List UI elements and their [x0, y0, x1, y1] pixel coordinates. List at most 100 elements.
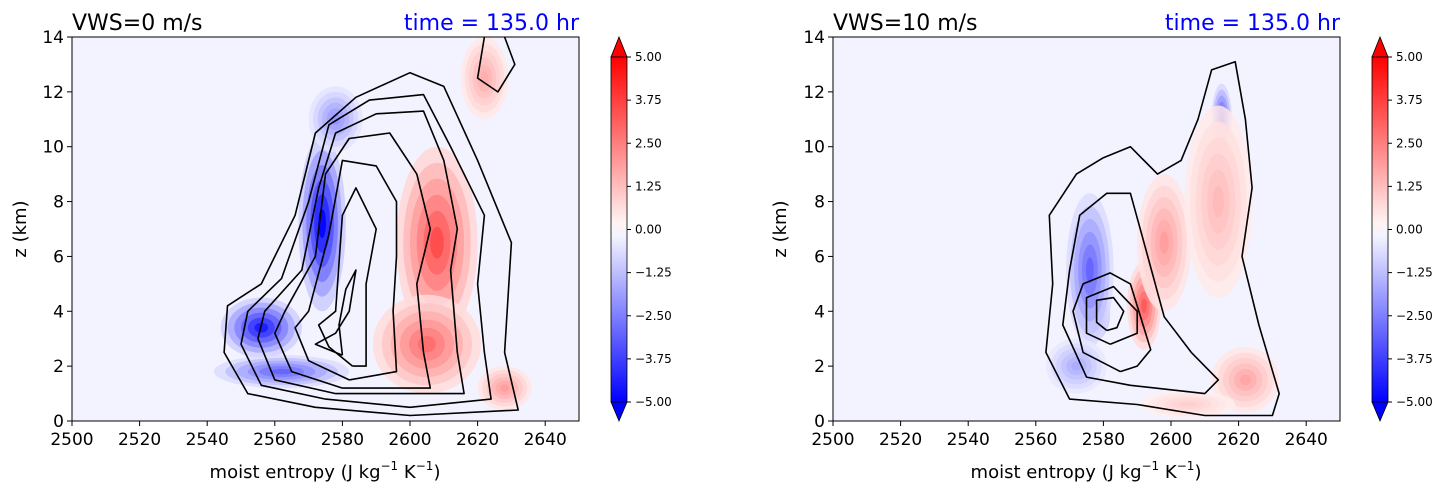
colorbar-extend-top	[610, 35, 628, 58]
x-label-mid: K	[1159, 462, 1178, 483]
colorbar-tick-label: −5.00	[635, 395, 672, 409]
x-tick-label: 2560	[253, 430, 296, 450]
contour-line	[257, 110, 465, 395]
y-tick-label: 4	[53, 302, 64, 322]
contour-line	[314, 269, 357, 356]
colorbar-tick-label: −2.50	[635, 309, 672, 323]
contour-line	[1072, 272, 1152, 373]
colorbar-ticks: 5.00 3.75 2.50 1.25 0.00 −1.25 −2.50 −3.75 −5.00	[627, 50, 672, 409]
plot-area	[72, 36, 579, 421]
contour-line	[274, 132, 432, 389]
y-tick-label: 12	[803, 83, 825, 103]
y-axis: 0 2 4 6 8 10 12 14	[42, 28, 72, 432]
contour-line	[1062, 192, 1220, 395]
x-label-end: )	[433, 462, 440, 483]
x-label-main: moist entropy (J kg	[971, 462, 1142, 483]
positive-anomaly-shading	[1159, 231, 1169, 255]
colorbar-ticks: 5.00 3.75 2.50 1.25 0.00 −1.25 −2.50 −3.75 −5.00	[1388, 50, 1433, 409]
negative-anomaly-shading	[1071, 361, 1082, 371]
x-axis-label: moist entropy (J kg−1 K−1)	[971, 459, 1202, 483]
contour-line	[1085, 285, 1138, 345]
colorbar-tick-label: −2.50	[1396, 309, 1433, 323]
x-tick-label: 2500	[811, 430, 854, 450]
colorbar-tick-label: 2.50	[635, 136, 662, 150]
contour-line	[1045, 60, 1280, 417]
plot-frame	[832, 36, 1341, 422]
colorbar-extend-bottom	[610, 401, 628, 423]
positive-anomaly-shading	[1212, 185, 1224, 218]
panel-vws-0: VWS=0 m/s time = 135.0 hr 2500 2520 2540 25…	[10, 11, 580, 483]
panel-title-left: VWS=10 m/s	[833, 11, 978, 36]
x-axis: 2500 2520 2540 2560 2580 2600 2620 2640	[50, 421, 567, 450]
x-axis-label: moist entropy (J kg−1 K−1)	[210, 459, 441, 483]
negative-anomaly-shading	[1086, 257, 1094, 283]
x-tick-label: 2600	[1149, 430, 1192, 450]
plot-area	[833, 37, 1340, 421]
colorbar-tick-label: 0.00	[635, 223, 662, 237]
x-tick-label: 2580	[321, 430, 364, 450]
colorbar-tick-label: 1.25	[635, 179, 662, 193]
x-label-exp2: −1	[1177, 459, 1195, 473]
x-label-exp1: −1	[1142, 459, 1160, 473]
contour-line	[223, 71, 519, 417]
x-tick-label: 2520	[879, 430, 922, 450]
colorbar-tick-label: −5.00	[1396, 395, 1433, 409]
colorbar: 5.00 3.75 2.50 1.25 0.00 −1.25 −2.50 −3.75 −5.00	[610, 35, 672, 423]
panel-title-left: VWS=0 m/s	[72, 11, 203, 36]
colorbar-tick-label: −3.75	[635, 352, 672, 366]
contour-line	[240, 93, 492, 409]
y-axis-label: z (km)	[10, 200, 31, 257]
colorbar-tick-label: 0.00	[1396, 223, 1423, 237]
x-tick-label: 2600	[388, 430, 431, 450]
colorbar-tick-label: 2.50	[1396, 136, 1423, 150]
x-label-main: moist entropy (J kg	[210, 462, 381, 483]
colorbar-tick-label: −1.25	[635, 266, 672, 280]
x-axis: 2500 2520 2540 2560 2580 2600 2620 2640	[811, 421, 1328, 450]
y-tick-label: 2	[53, 357, 64, 377]
y-tick-label: 8	[53, 193, 64, 213]
contour-line	[317, 187, 377, 367]
y-tick-label: 10	[803, 138, 825, 158]
positive-anomaly-shading	[1141, 298, 1147, 314]
colorbar-tick-label: −1.25	[1396, 266, 1433, 280]
x-label-exp2: −1	[416, 459, 434, 473]
x-label-end: )	[1194, 462, 1201, 483]
panel-vws-10: VWS=10 m/s time = 135.0 hr 2500 2520 2540 2…	[770, 11, 1341, 483]
x-tick-label: 2640	[1285, 430, 1328, 450]
x-tick-label: 2540	[947, 430, 990, 450]
contour-line	[294, 159, 398, 381]
contour-line	[476, 36, 516, 93]
colorbar-extend-top	[1371, 35, 1389, 58]
contour-line	[1095, 296, 1125, 332]
colorbar-tick-label: 5.00	[1396, 50, 1423, 64]
x-tick-label: 2520	[118, 430, 161, 450]
x-label-mid: K	[398, 462, 417, 483]
y-axis-label: z (km)	[770, 200, 791, 257]
y-tick-label: 14	[803, 28, 825, 48]
y-tick-label: 0	[814, 412, 825, 432]
colorbar-body	[610, 56, 628, 403]
y-axis: 0 2 4 6 8 10 12 14	[803, 28, 833, 432]
y-tick-label: 0	[53, 412, 64, 432]
y-tick-label: 14	[42, 28, 64, 48]
positive-anomaly-shading	[500, 384, 510, 392]
x-label-exp1: −1	[381, 459, 399, 473]
colorbar-tick-label: 5.00	[635, 50, 662, 64]
colorbar-body	[1371, 56, 1389, 403]
positive-anomaly-shading	[1180, 402, 1196, 407]
x-tick-label: 2560	[1014, 430, 1057, 450]
plot-frame	[71, 36, 580, 422]
y-tick-label: 8	[814, 193, 825, 213]
y-tick-label: 12	[42, 83, 64, 103]
y-tick-label: 6	[53, 247, 64, 267]
colorbar-tick-label: 3.75	[635, 93, 662, 107]
positive-anomaly-shading	[417, 336, 436, 353]
y-tick-label: 4	[814, 302, 825, 322]
colorbar-extend-bottom	[1371, 401, 1389, 423]
y-tick-label: 6	[814, 247, 825, 267]
y-tick-label: 2	[814, 357, 825, 377]
negative-anomaly-shading	[270, 368, 293, 375]
x-tick-label: 2580	[1082, 430, 1125, 450]
colorbar: 5.00 3.75 2.50 1.25 0.00 −1.25 −2.50 −3.75 −5.00	[1371, 35, 1433, 423]
